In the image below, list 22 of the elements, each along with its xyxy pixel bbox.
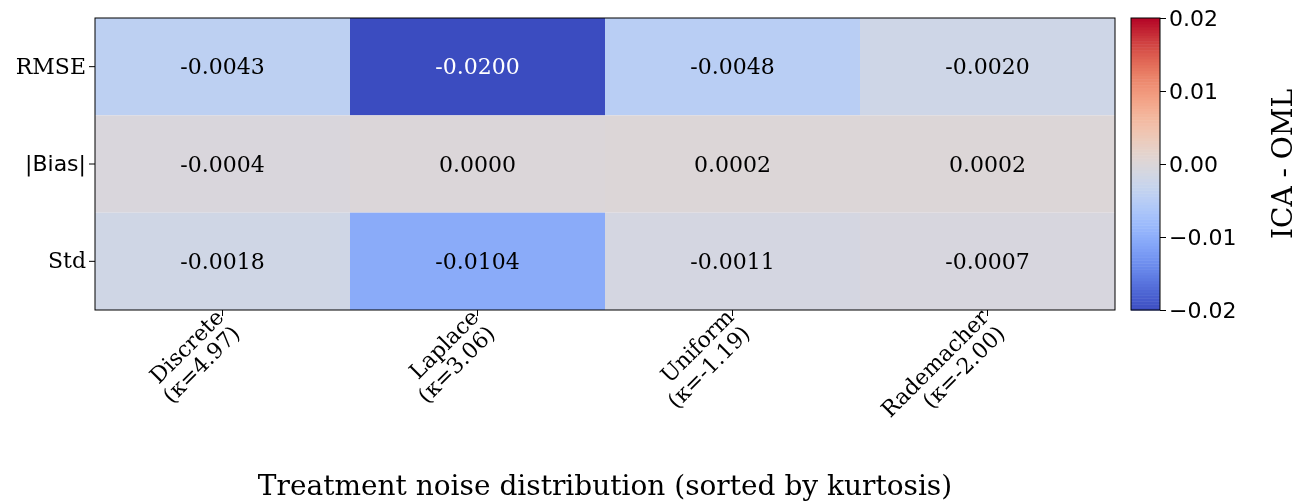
color-bar-label: 0.01 <box>1169 78 1218 104</box>
color-bar-label: 0.02 <box>1169 5 1218 31</box>
color-bar-title: ICA - OML <box>1266 88 1299 240</box>
data-label: -0.0043 <box>180 54 265 80</box>
data-label: -0.0104 <box>435 249 520 275</box>
data-label: 0.0002 <box>949 151 1026 177</box>
data-label: 0.0002 <box>694 151 771 177</box>
y-tick-label: RMSE <box>15 53 86 79</box>
color-bar-label: 0.00 <box>1169 151 1218 177</box>
y-tick-label: |Bias| <box>25 151 86 178</box>
data-label: 0.0000 <box>439 151 516 177</box>
data-label: -0.0020 <box>945 54 1030 80</box>
color-bar-label: −0.01 <box>1169 224 1237 250</box>
color-bar-label: −0.02 <box>1169 297 1237 323</box>
data-label: -0.0007 <box>945 249 1030 275</box>
data-label: -0.0048 <box>690 54 775 80</box>
x-axis-title: Treatment noise distribution (sorted by kurtosis) <box>257 469 953 502</box>
y-tick-label: Std <box>48 248 86 274</box>
data-label: -0.0004 <box>180 151 265 177</box>
data-label: -0.0011 <box>690 249 775 275</box>
data-label: -0.0200 <box>435 54 520 80</box>
data-label: -0.0018 <box>180 249 265 275</box>
